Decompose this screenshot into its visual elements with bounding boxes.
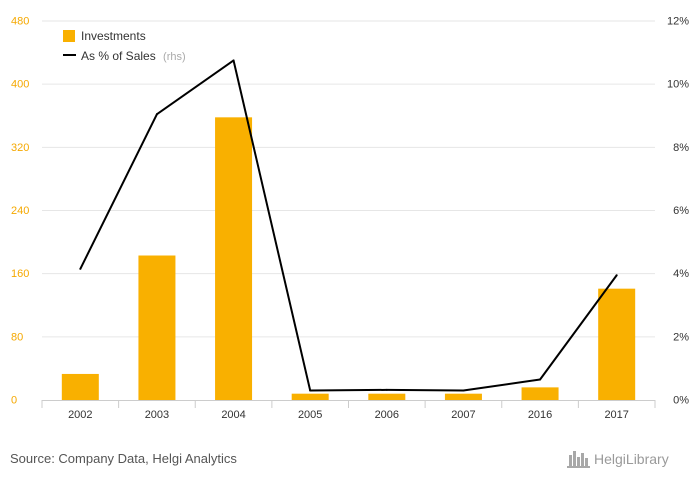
point-sales-share xyxy=(539,378,542,381)
x-tick-label: 2005 xyxy=(298,409,322,421)
y-left-tick-label: 80 xyxy=(11,331,23,343)
gridlines xyxy=(42,20,655,338)
y-axis-left-ticks: 0 80 160 240 320 400 480 xyxy=(11,16,29,407)
point-sales-share xyxy=(232,59,235,62)
point-sales-share xyxy=(155,113,158,116)
x-tick-label: 2002 xyxy=(68,409,92,421)
bar-investments xyxy=(444,393,482,400)
y-right-tick-label: 2% xyxy=(673,331,689,343)
y-right-tick-label: 10% xyxy=(667,79,689,91)
legend-label-rhs: (rhs) xyxy=(163,51,186,63)
y-left-tick-label: 240 xyxy=(11,205,29,217)
point-sales-share xyxy=(309,389,312,392)
investments-bars xyxy=(61,117,636,401)
legend-swatch-investments xyxy=(63,30,75,42)
source-note: Source: Company Data, Helgi Analytics xyxy=(10,451,237,466)
y-left-tick-label: 320 xyxy=(11,142,29,154)
bar-investments xyxy=(521,387,559,400)
sales-share-line xyxy=(79,59,618,392)
bar-investments xyxy=(291,393,329,400)
y-left-tick-label: 400 xyxy=(11,79,29,91)
y-right-tick-label: 12% xyxy=(667,16,689,28)
point-sales-share xyxy=(615,274,618,277)
bar-investments xyxy=(61,373,99,400)
x-tick-label: 2007 xyxy=(451,409,475,421)
line-sales-share xyxy=(79,59,618,392)
x-tick-label: 2004 xyxy=(221,409,245,421)
y-left-tick-label: 160 xyxy=(11,268,29,280)
brand-name: HelgiLibrary xyxy=(594,451,669,467)
city-skyline-icon xyxy=(567,451,590,468)
y-right-tick-label: 4% xyxy=(673,268,689,280)
bar-investments xyxy=(215,117,253,401)
y-right-tick-label: 0% xyxy=(673,395,689,407)
point-sales-share xyxy=(385,388,388,391)
y-left-tick-label: 0 xyxy=(11,395,17,407)
point-sales-share xyxy=(462,389,465,392)
x-axis xyxy=(41,400,656,408)
y-left-tick-label: 480 xyxy=(11,16,29,28)
legend: Investments As % of Sales (rhs) xyxy=(63,29,186,63)
legend-label-sales-share: As % of Sales xyxy=(81,49,156,63)
x-tick-label: 2006 xyxy=(375,409,399,421)
y-axis-right-ticks: 0% 2% 4% 6% 8% 10% 12% xyxy=(667,16,689,407)
brand-logo: HelgiLibrary xyxy=(567,451,669,468)
bar-investments xyxy=(138,255,176,400)
point-sales-share xyxy=(79,267,82,270)
x-tick-label: 2003 xyxy=(145,409,169,421)
y-right-tick-label: 6% xyxy=(673,205,689,217)
y-right-tick-label: 8% xyxy=(673,142,689,154)
bar-investments xyxy=(368,393,406,400)
legend-label-investments: Investments xyxy=(81,29,146,43)
bar-investments xyxy=(598,288,636,400)
x-axis-ticks: 2002 2003 2004 2005 2006 2007 2016 2017 xyxy=(68,409,629,421)
svg-text:As % of Sales (rhs): As % of Sales (rhs) xyxy=(81,49,186,63)
x-tick-label: 2017 xyxy=(604,409,628,421)
x-tick-label: 2016 xyxy=(528,409,552,421)
